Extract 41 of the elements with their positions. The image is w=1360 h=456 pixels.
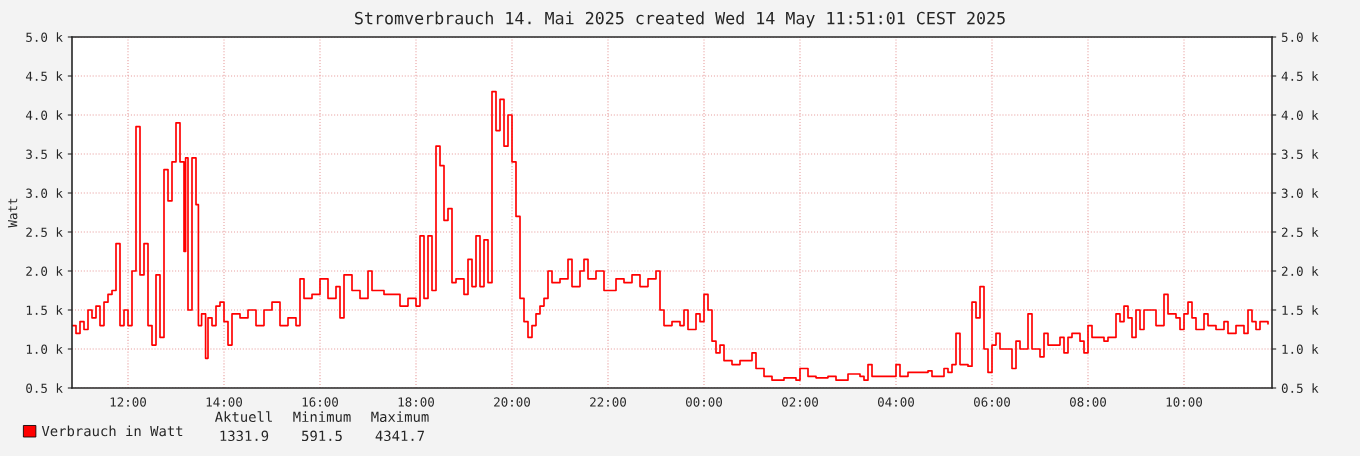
- y2-tick-label: 4.0 k: [1281, 110, 1319, 120]
- x-tick-label: 10:00: [1166, 397, 1202, 407]
- text: 4341.7: [375, 430, 425, 442]
- x-tick-label: 06:00: [974, 397, 1010, 407]
- y2-tick-label: 1.0 k: [1282, 344, 1319, 354]
- text: 1331.9: [220, 430, 269, 442]
- y2-tick-label: 2.5 k: [1281, 227, 1319, 237]
- x-tick-label: 08:00: [1070, 397, 1106, 407]
- x-tick-label: 14:00: [206, 397, 242, 407]
- y-tick-label: 1.5 k: [26, 305, 63, 315]
- text: Aktuell: [214, 411, 272, 423]
- y2-tick-label: 1.5 k: [1282, 305, 1319, 315]
- x-tick-label: 12:00: [110, 397, 146, 407]
- y-tick-label: 5.0 k: [26, 32, 63, 42]
- y2-tick-label: 3.5 k: [1281, 149, 1319, 159]
- x-tick-label: 22:00: [590, 397, 626, 407]
- y-tick-label: 4.5 k: [25, 71, 63, 81]
- y-tick-label: 1.0 k: [26, 344, 63, 354]
- y-tick-label: 3.5 k: [26, 149, 63, 159]
- y-axis-title: Watt: [8, 198, 18, 228]
- y-tick-label: 2.0 k: [26, 266, 63, 276]
- x-tick-label: 18:00: [398, 397, 434, 407]
- y2-tick-label: 0.5 k: [1281, 383, 1319, 393]
- x-tick-label: 04:00: [878, 397, 914, 407]
- text: Maximum: [371, 411, 429, 423]
- y2-tick-label: 4.5 k: [1281, 71, 1319, 81]
- text: 591.5: [302, 430, 342, 442]
- chart-title: Stromverbrauch 14. Mai 2025 created Wed 14 May 11:51:01 CEST 2025: [355, 11, 1005, 28]
- y-tick-label: 3.0 k: [26, 188, 63, 198]
- y2-tick-label: 3.0 k: [1281, 188, 1319, 198]
- x-tick-label: 20:00: [494, 397, 530, 407]
- y-tick-label: 2.5 k: [26, 227, 63, 237]
- y-tick-label: 0.5 k: [26, 383, 63, 393]
- x-tick-label: 16:00: [302, 397, 338, 407]
- x-tick-label: 02:00: [782, 397, 818, 407]
- text: Minimum: [293, 411, 351, 423]
- legend-label: Verbrauch in Watt: [41, 425, 183, 437]
- y-tick-label: 4.0 k: [25, 110, 63, 120]
- y2-tick-label: 2.0 k: [1281, 266, 1319, 276]
- x-tick-label: 00:00: [686, 397, 722, 407]
- y2-tick-label: 5.0 k: [1281, 32, 1319, 42]
